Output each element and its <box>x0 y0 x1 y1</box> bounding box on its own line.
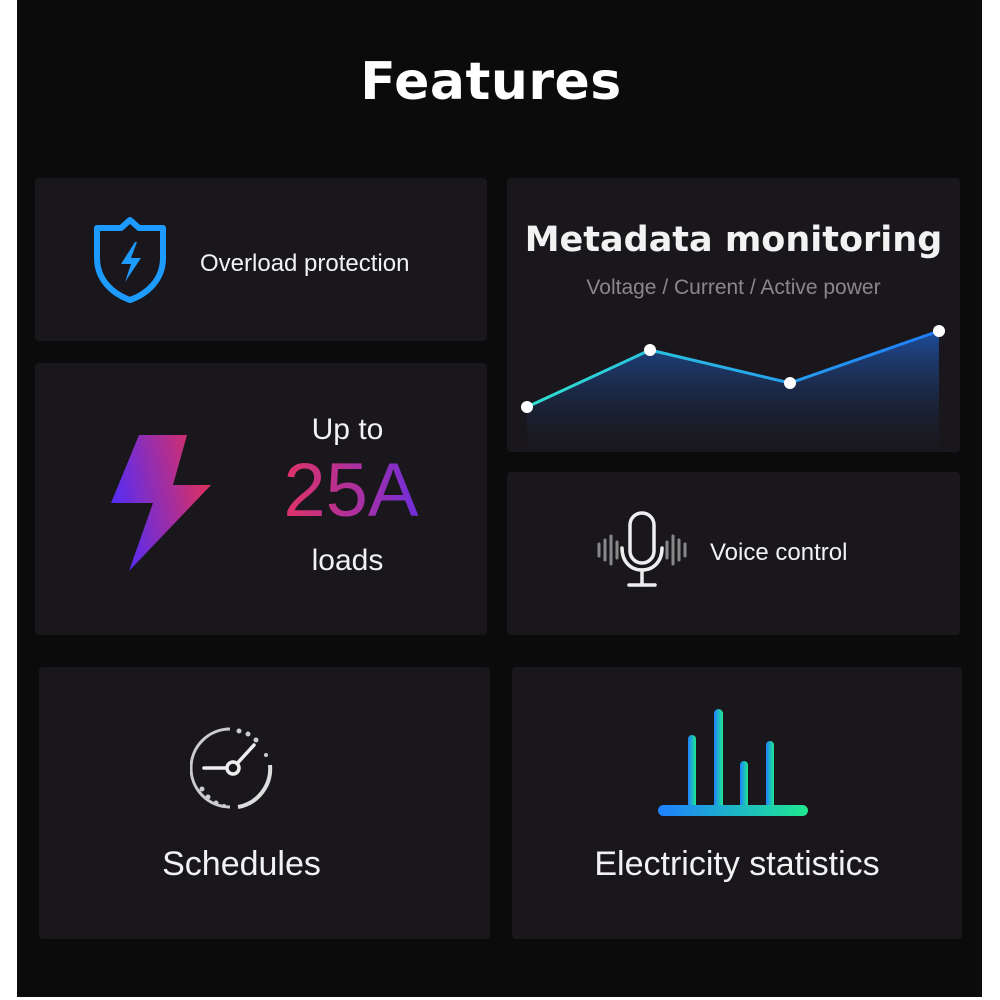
microphone-icon <box>597 511 687 587</box>
load-value: 25A <box>261 447 441 534</box>
monitoring-title: Metadata monitoring <box>524 220 943 260</box>
bar-chart-icon <box>658 709 808 816</box>
load-capacity-card: Up to 25A loads <box>35 363 487 635</box>
electricity-statistics-card: Electricity statistics <box>512 667 962 939</box>
chart-point <box>784 377 796 389</box>
monitoring-subtitle: Voltage / Current / Active power <box>586 276 881 299</box>
load-prefix: Up to <box>311 413 384 446</box>
electricity-statistics-label: Electricity statistics <box>594 845 880 883</box>
overload-protection-card: Overload protection <box>35 178 487 341</box>
area-chart-icon <box>521 325 945 452</box>
voice-control-card: Voice control <box>507 472 960 635</box>
schedules-card: Schedules <box>39 667 490 939</box>
schedules-label: Schedules <box>162 845 321 883</box>
clock-icon <box>190 727 273 809</box>
load-suffix: loads <box>311 544 384 577</box>
chart-area <box>527 331 939 452</box>
chart-point <box>933 325 945 337</box>
shield-lightning-icon <box>94 217 166 303</box>
chart-line <box>526 329 940 409</box>
overload-protection-label: Overload protection <box>200 250 410 277</box>
page-title: Features <box>360 52 622 112</box>
metadata-monitoring-card: Metadata monitoring Voltage / Current / … <box>507 178 960 452</box>
lightning-bolt-icon <box>111 435 211 571</box>
voice-control-label: Voice control <box>710 539 848 566</box>
chart-point <box>521 401 533 413</box>
chart-point <box>644 344 656 356</box>
